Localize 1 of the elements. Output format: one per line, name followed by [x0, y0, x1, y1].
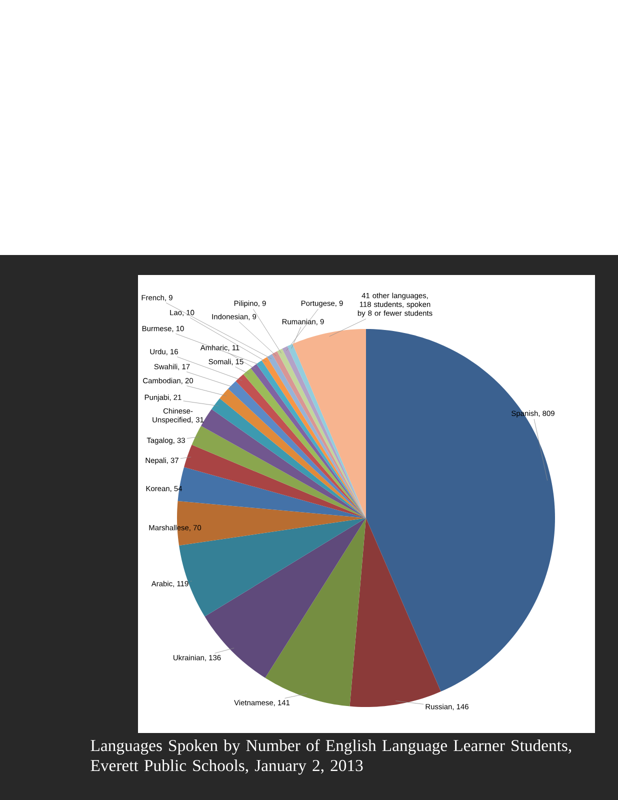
text: Languages Spoken by Number of English Language Learner Students, Everett Public Schools, January 2, 2013 [90, 739, 572, 775]
